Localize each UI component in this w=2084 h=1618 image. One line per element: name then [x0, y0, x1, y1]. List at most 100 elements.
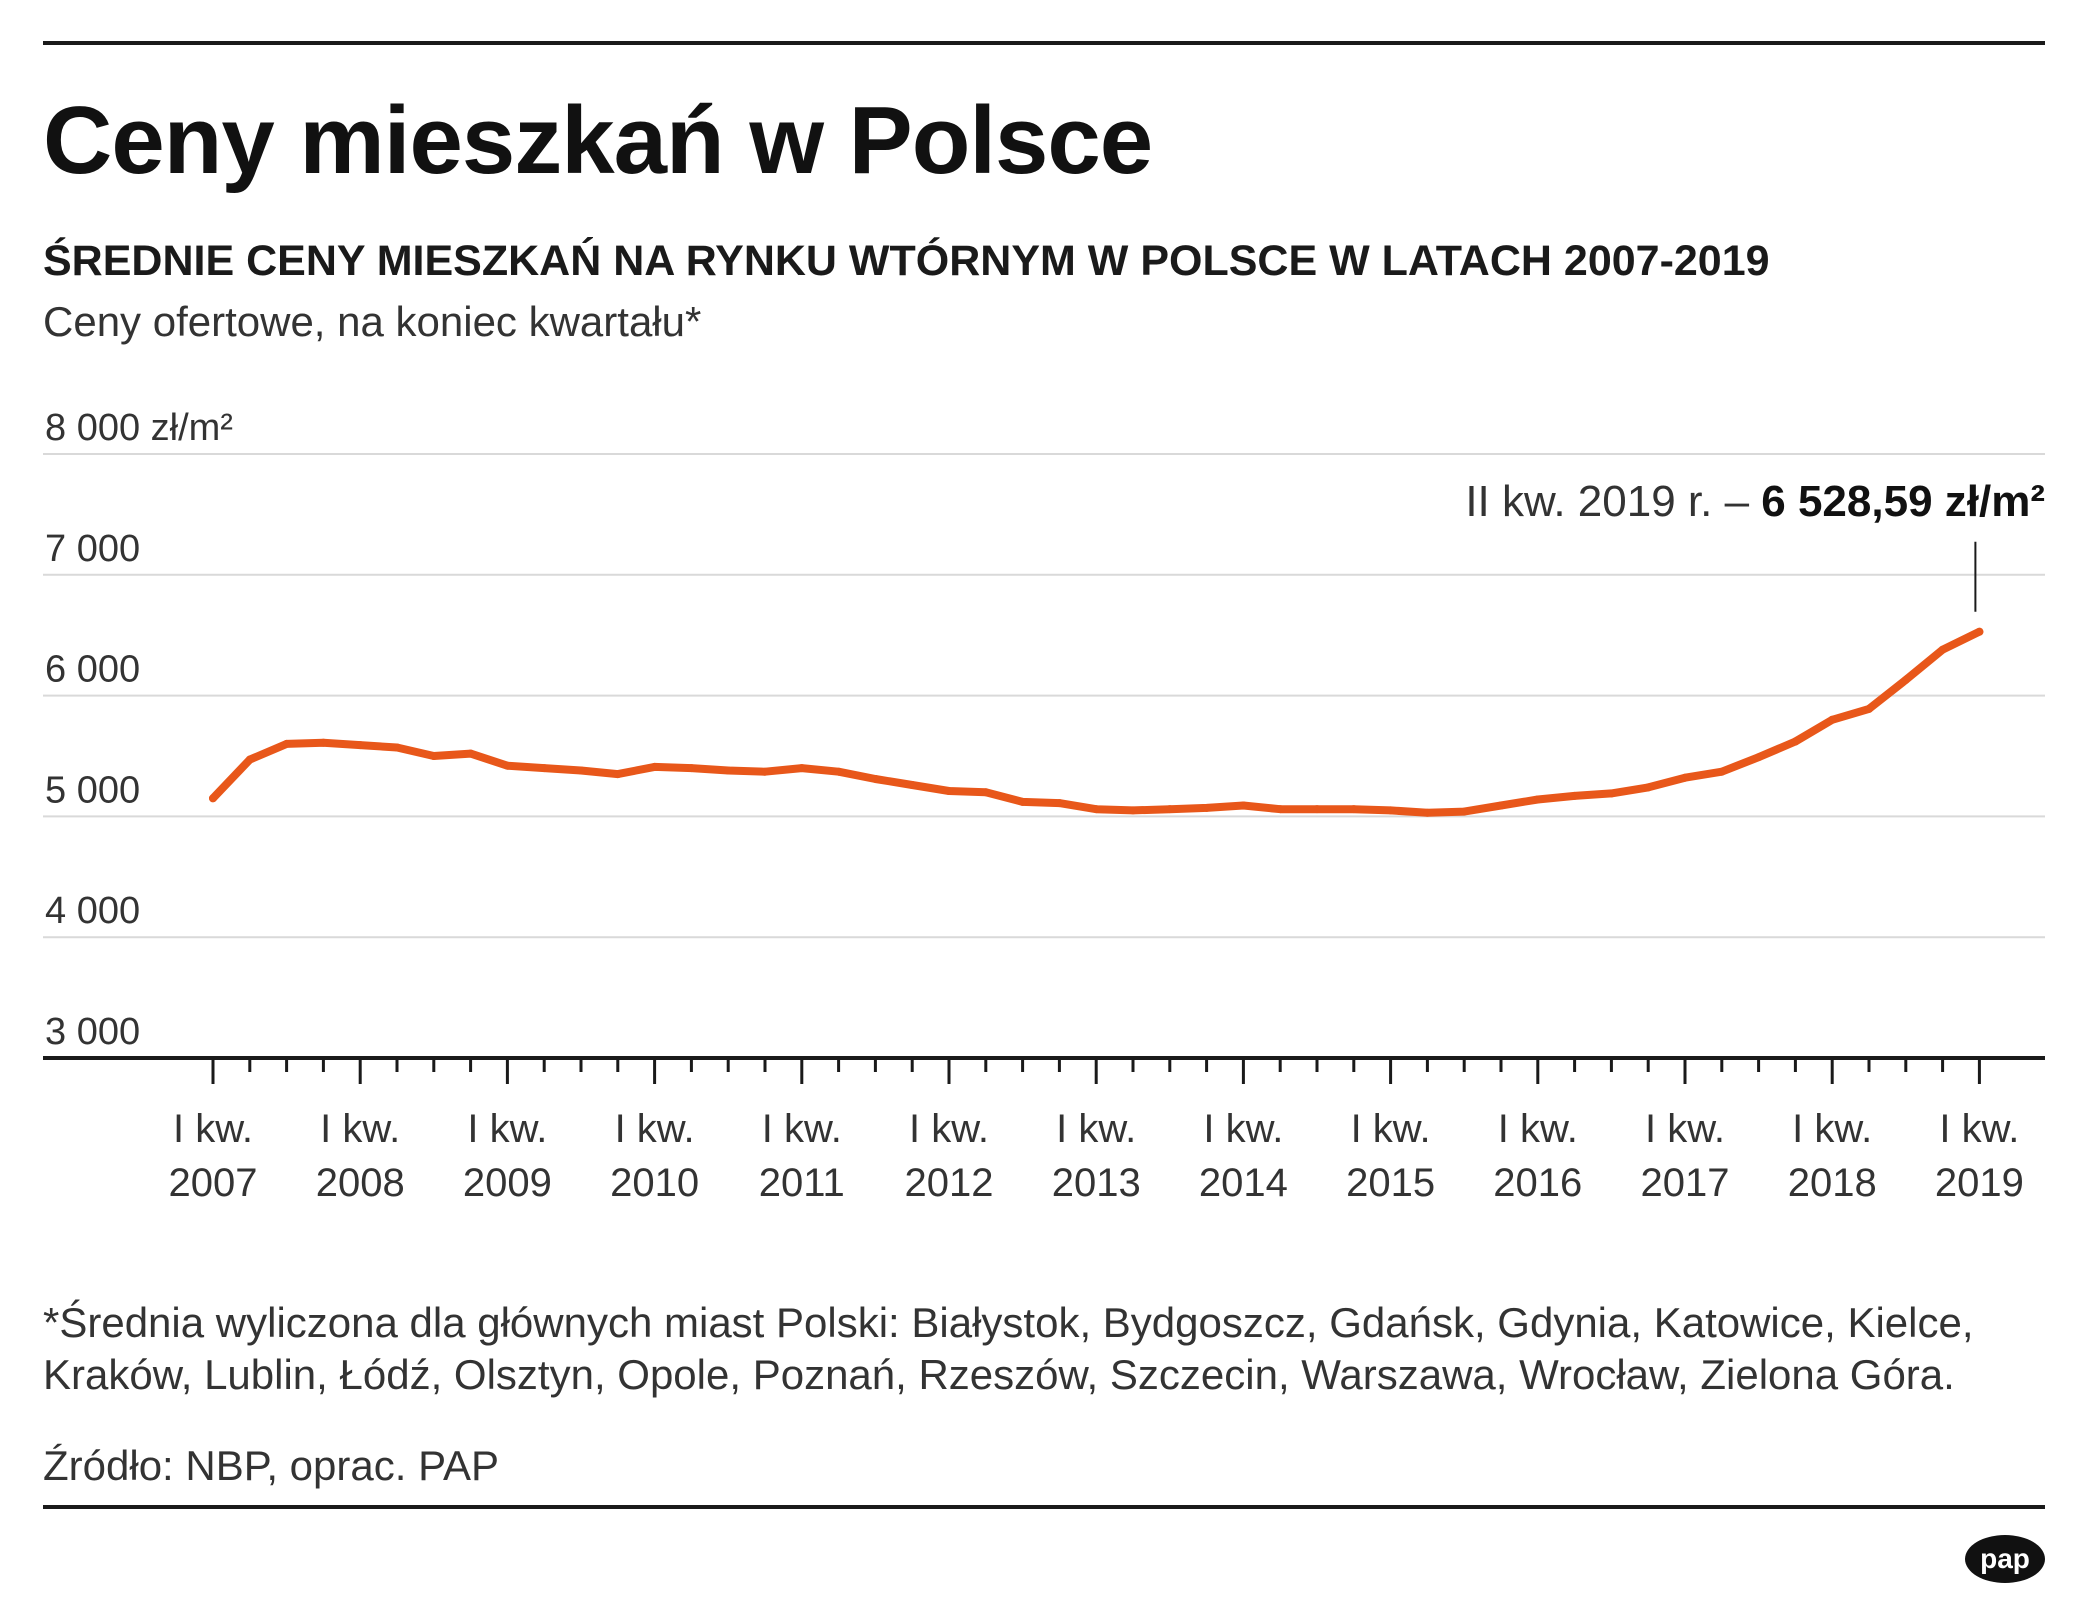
- data-point: [577, 766, 585, 775]
- top-rule: [43, 41, 2045, 45]
- x-tick-label-line2: 2007: [169, 1161, 258, 1205]
- x-tick-label-line2: 2012: [905, 1161, 994, 1205]
- x-tick-label-line1: I kw.: [1939, 1107, 2019, 1151]
- footnote-line-1: *Średnia wyliczona dla głównych miast Po…: [43, 1299, 1974, 1346]
- x-axis-labels: I kw. 2007 I kw. 2008 I kw. 2009 I kw. 2010 I kw…: [169, 1107, 2024, 1205]
- data-point: [1717, 767, 1726, 776]
- x-tick-label-line1: I kw.: [320, 1107, 400, 1151]
- x-tick-label-line2: 2017: [1641, 1161, 1730, 1205]
- y-tick-label: 4 000: [45, 890, 140, 932]
- footnote-line-2: Kraków, Lublin, Łódź, Olsztyn, Opole, Po…: [43, 1351, 1955, 1398]
- source-note: Źródło: NBP, oprac. PAP: [43, 1442, 499, 1489]
- data-point: [981, 788, 990, 797]
- data-point: [1239, 801, 1248, 810]
- data-point: [871, 774, 880, 783]
- data-point: [724, 766, 733, 775]
- data-point: [1938, 645, 1947, 654]
- data-point: [393, 743, 401, 752]
- y-tick-label: 5 000: [45, 769, 140, 811]
- data-point: [209, 794, 217, 803]
- pap-logo-text: pap: [1980, 1543, 2030, 1574]
- data-point: [945, 787, 953, 796]
- data-point: [1681, 773, 1689, 782]
- annotation-group: II kw. 2019 r. – 6 528,59 zł/m²: [1465, 477, 2045, 612]
- x-axis: [43, 1056, 2045, 1084]
- y-tick-label: 8 000 zł/m²: [45, 407, 233, 449]
- data-point: [1497, 801, 1505, 810]
- data-point: [761, 767, 769, 776]
- data-point: [1423, 808, 1432, 817]
- data-point: [1313, 805, 1321, 814]
- data-point: [1754, 753, 1763, 762]
- x-tick-label-line1: I kw.: [1056, 1107, 1136, 1151]
- annotation-prefix: II kw. 2019 r. –: [1465, 477, 1761, 526]
- pap-logo: pap: [1965, 1535, 2045, 1583]
- chart-description: Ceny ofertowe, na koniec kwartału*: [43, 298, 702, 345]
- x-tick-label-line1: I kw.: [762, 1107, 842, 1151]
- x-tick-label-line2: 2011: [759, 1161, 845, 1205]
- data-point: [503, 761, 512, 770]
- data-point: [540, 764, 549, 773]
- x-tick-label-line2: 2008: [316, 1161, 405, 1205]
- x-tick-label-line1: I kw.: [1498, 1107, 1578, 1151]
- x-tick-label-line2: 2018: [1788, 1161, 1877, 1205]
- data-point: [1386, 806, 1395, 815]
- chart-title: Ceny mieszkań w Polsce: [43, 87, 1153, 194]
- data-point: [282, 739, 291, 748]
- data-point: [1460, 807, 1469, 816]
- data-point: [245, 755, 254, 764]
- annotation-value: 6 528,59 zł/m²: [1761, 477, 2045, 526]
- data-point: [797, 764, 806, 773]
- y-axis-labels: 8 000 zł/m² 7 000 6 000 5 000 4 000 3 000: [45, 407, 233, 1053]
- data-point: [1129, 806, 1137, 815]
- x-tick-label-line1: I kw.: [615, 1107, 695, 1151]
- data-point: [650, 762, 659, 771]
- data-point: [1349, 805, 1358, 814]
- x-tick-label-line2: 2014: [1199, 1161, 1288, 1205]
- data-point: [319, 738, 328, 747]
- x-tick-label-line1: I kw.: [909, 1107, 989, 1151]
- y-tick-label: 6 000: [45, 649, 140, 691]
- data-point: [1570, 791, 1579, 800]
- data-point: [687, 764, 696, 773]
- data-point: [1018, 797, 1027, 806]
- data-point: [1165, 805, 1174, 814]
- chart-subtitle: ŚREDNIE CENY MIESZKAŃ NA RYNKU WTÓRNYM W…: [43, 237, 1770, 285]
- data-point: [1644, 783, 1653, 792]
- data-point: [1865, 704, 1873, 713]
- data-point: [429, 752, 438, 760]
- price-series-line: [209, 627, 1984, 817]
- series-group: [209, 627, 1984, 817]
- data-point: [356, 741, 365, 750]
- x-tick-label-line1: I kw.: [1645, 1107, 1725, 1151]
- x-tick-label-line2: 2016: [1493, 1161, 1582, 1205]
- data-point: [1276, 805, 1285, 814]
- data-point: [1901, 675, 1910, 684]
- x-tick-label-line2: 2009: [463, 1161, 552, 1205]
- data-point: [466, 749, 475, 758]
- data-point: [1828, 715, 1837, 724]
- x-tick-label-line1: I kw.: [1203, 1107, 1283, 1151]
- bottom-rule: [43, 1505, 2045, 1509]
- x-tick-label-line2: 2010: [610, 1161, 699, 1205]
- data-point: [1791, 737, 1800, 746]
- x-tick-label-line2: 2019: [1935, 1161, 2024, 1205]
- data-point: [1055, 799, 1064, 808]
- x-tick-label-line1: I kw.: [1351, 1107, 1431, 1151]
- grid-lines: [43, 453, 2045, 939]
- data-point: [613, 770, 622, 779]
- data-point: [1202, 803, 1211, 812]
- x-tick-label-line2: 2015: [1346, 1161, 1435, 1205]
- x-tick-label-line1: I kw.: [467, 1107, 547, 1151]
- y-tick-label: 7 000: [45, 528, 140, 570]
- x-tick-label-line1: I kw.: [173, 1107, 253, 1151]
- data-point: [1092, 805, 1101, 814]
- x-tick-label-line2: 2013: [1052, 1161, 1141, 1205]
- line-chart: 8 000 zł/m² 7 000 6 000 5 000 4 000 3 000 I k…: [43, 407, 2045, 1205]
- data-point: [834, 767, 843, 776]
- data-point: [1533, 795, 1542, 804]
- annotation-label: II kw. 2019 r. – 6 528,59 zł/m²: [1465, 477, 2045, 526]
- data-point: [908, 780, 917, 789]
- x-tick-label-line1: I kw.: [1792, 1107, 1872, 1151]
- data-point: [1607, 789, 1616, 798]
